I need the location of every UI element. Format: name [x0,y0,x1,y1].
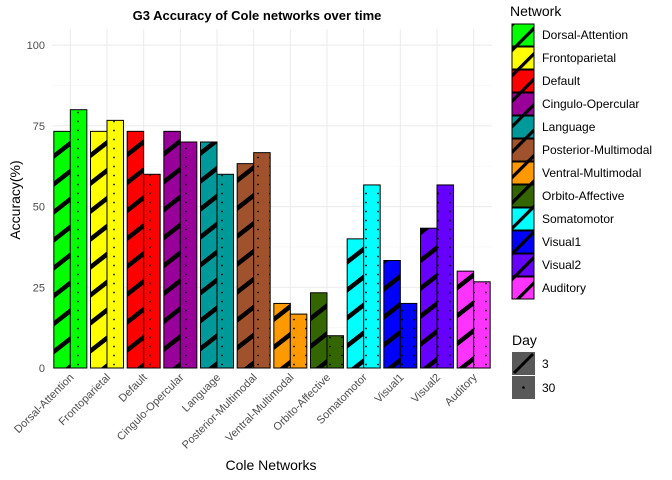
bar-frontoparietal-day-30 [106,119,124,369]
legend-label: Ventral-Multimodal [542,166,641,180]
bar-ventral-multimodal-day-30 [289,313,308,369]
bar-visual2-day-30 [436,184,454,369]
legend-item-frontoparietal: Frontoparietal [511,46,616,70]
bar-default-day-30 [143,173,161,369]
legend-day-title: Day [512,332,537,348]
legend-item-orbito-affective: Orbito-Affective [511,184,625,208]
bar-dorsal-attention-day-30 [69,109,88,369]
legend-item-ventral-multimodal: Ventral-Multimodal [511,161,641,185]
legend-item-visual1: Visual1 [511,230,581,254]
legend-item-language: Language [511,115,596,139]
y-tick-label: 75 [33,121,45,133]
bar-somatomotor-day-30 [363,184,381,369]
legend-day-item-3: 3 [512,352,549,375]
legend-label: Visual2 [542,258,581,272]
x-tick-label: Auditory [443,371,480,408]
bar-visual2-day-3 [420,227,438,369]
bar-ventral-multimodal-day-3 [273,302,291,369]
bar-orbito-affective-day-3 [310,292,328,369]
bars [53,109,491,369]
legend-label: Posterior-Multimodal [542,143,652,157]
legend-item-dorsal-attention: Dorsal-Attention [511,23,628,47]
legend-label: Frontoparietal [542,51,616,65]
bar-orbito-affective-day-30 [326,335,344,369]
legend-network-title: Network [510,3,562,19]
x-tick-label: Visual1 [373,372,407,406]
x-tick-label: Cingulo-Opercular [115,371,187,443]
bar-cingulo-opercular-day-3 [163,130,181,369]
bar-auditory-day-30 [473,281,491,369]
bar-visual1-day-30 [399,302,418,369]
legend-item-auditory: Auditory [511,276,586,300]
y-tick-label: 100 [27,40,45,52]
legend-label: Dorsal-Attention [542,28,628,42]
bar-language-day-30 [216,173,234,369]
legend-item-default: Default [511,69,581,93]
x-tick-label: Default [117,372,150,405]
y-axis-title: Accuracy(%) [7,160,23,239]
x-tick-label: Ventral-Multimodal [224,372,297,445]
legend-label: 30 [542,381,556,395]
bar-auditory-day-3 [456,270,475,369]
legend-network: Network Dorsal-Attention Frontoparietal De… [510,3,652,300]
legend-label: Language [542,120,596,134]
chart-title: G3 Accuracy of Cole networks over time [133,8,382,23]
bar-language-day-3 [200,141,218,369]
bar-somatomotor-day-3 [346,238,365,369]
x-tick-label: Visual2 [409,372,443,406]
y-tick-label: 25 [33,282,45,294]
legend-item-somatomotor: Somatomotor [511,207,614,231]
bar-posterior-multimodal-day-30 [253,152,271,369]
bar-dorsal-attention-day-3 [53,130,71,369]
x-axis-title: Cole Networks [225,457,316,473]
legend-label: Somatomotor [542,212,614,226]
bar-posterior-multimodal-day-3 [236,163,255,369]
legend-day: Day 3 30 [512,332,556,399]
bar-frontoparietal-day-3 [90,130,108,369]
bar-cingulo-opercular-day-30 [179,141,198,369]
legend-label: Auditory [542,281,586,295]
y-axis-ticks: 0 25 50 75 100 [27,40,45,375]
legend-label: Visual1 [542,235,581,249]
legend-item-cingulo-opercular: Cingulo-Opercular [511,92,639,116]
legend-label: Cingulo-Opercular [542,97,639,111]
legend-item-posterior-multimodal: Posterior-Multimodal [511,138,652,162]
legend-label: Orbito-Affective [542,189,625,203]
legend-label: 3 [542,357,549,371]
legend-day-item-30: 30 [512,376,556,399]
bar-default-day-3 [126,130,145,369]
legend-label: Default [542,74,581,88]
y-tick-label: 50 [33,202,45,214]
bar-visual1-day-3 [383,259,401,369]
legend-item-visual2: Visual2 [511,253,581,277]
y-tick-label: 0 [39,363,45,375]
